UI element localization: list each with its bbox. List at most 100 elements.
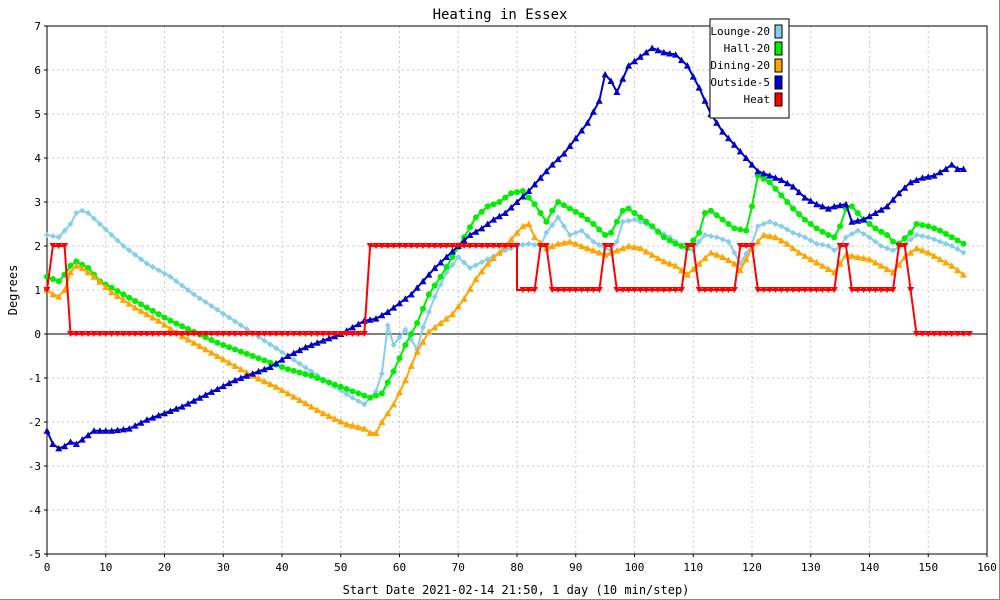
data-point [61,227,68,234]
data-point [313,331,321,337]
data-point [731,225,738,232]
data-point [648,287,656,293]
data-point [701,97,709,104]
data-point [760,287,768,293]
data-point [878,228,885,235]
data-point [678,56,685,64]
data-point [507,235,515,243]
data-point [854,217,862,224]
data-point [443,243,450,249]
data-point [425,309,432,315]
data-point [120,243,127,249]
data-point [267,341,274,348]
data-point [514,189,520,196]
data-point [155,311,162,318]
data-point [790,205,797,212]
data-point [455,254,462,260]
data-point [584,233,591,240]
data-point [777,287,785,293]
data-point [537,243,544,249]
data-point [561,223,567,230]
data-point [214,306,221,313]
data-point [790,229,797,236]
data-point [78,436,86,443]
data-point [231,376,239,384]
data-point [742,255,750,263]
y-tick-label: 0 [34,328,41,341]
data-point [595,249,603,256]
data-point [143,331,151,337]
data-point [519,287,527,293]
data-point [184,331,192,337]
data-point [578,212,585,219]
data-point [919,222,926,229]
data-point [361,401,368,408]
data-point [155,317,163,324]
data-point [636,287,644,293]
data-point [143,416,151,423]
data-point [90,427,98,434]
data-point [795,249,803,256]
data-point [79,207,86,214]
data-point [96,278,104,285]
series-line [46,245,970,335]
data-point [237,365,245,373]
data-point [590,238,597,245]
data-point [85,210,92,216]
data-point [866,221,873,227]
data-point [184,336,192,343]
data-point [460,243,468,249]
data-point [390,243,398,249]
data-point [490,254,497,262]
data-point [349,394,356,401]
data-point [396,388,403,396]
data-point [220,342,227,348]
data-point [719,287,727,293]
data-point [401,243,409,249]
data-point [907,249,915,256]
data-point [243,372,251,379]
data-point [866,212,873,220]
data-point [777,176,785,183]
data-point [137,419,145,426]
data-point [413,243,421,249]
data-point [602,232,609,238]
data-point [237,374,245,381]
data-point [613,218,620,225]
data-point [560,150,568,157]
data-point [749,203,755,210]
data-point [143,304,150,311]
data-point [425,291,432,298]
data-point [313,339,321,346]
data-point [266,331,274,337]
data-point [437,259,445,266]
data-point [866,234,873,241]
data-point [913,232,920,238]
data-point [531,201,538,208]
data-point [302,364,309,371]
data-point [948,234,955,241]
data-point [237,331,245,337]
data-point [637,218,644,225]
data-point [807,287,815,293]
data-point [707,233,714,240]
data-point [631,243,638,251]
data-point [613,287,621,293]
data-point [196,342,204,350]
data-point [572,229,579,236]
data-point [208,388,215,395]
data-point [748,243,756,249]
data-point [884,232,891,238]
data-point [279,364,285,370]
data-point [608,229,614,236]
data-point [260,365,268,373]
data-point [531,287,539,293]
y-tick-label: 3 [34,196,41,209]
data-point [578,287,586,293]
data-point [889,196,897,203]
x-tick-label: 130 [801,561,821,574]
data-point [936,331,944,337]
data-point [648,251,656,258]
data-point [384,243,392,249]
data-point [625,242,633,249]
